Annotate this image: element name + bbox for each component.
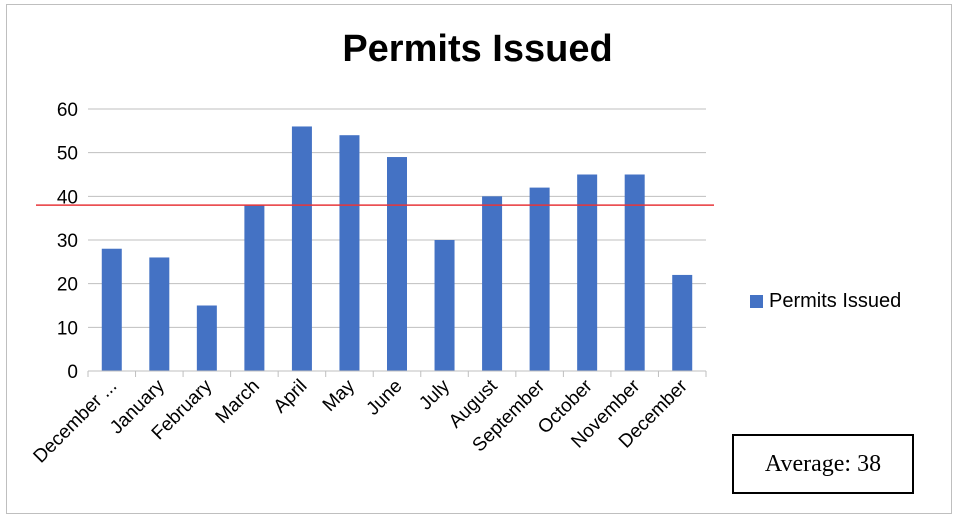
legend-swatch bbox=[750, 295, 763, 308]
x-tick-label: July bbox=[415, 375, 454, 414]
bar bbox=[434, 240, 455, 371]
bar bbox=[291, 126, 312, 371]
y-tick-label: 20 bbox=[57, 275, 78, 296]
bars bbox=[101, 126, 693, 371]
bar bbox=[339, 135, 360, 371]
legend-label: Permits Issued bbox=[769, 290, 902, 312]
x-tick-label: June bbox=[363, 376, 407, 420]
y-tick-label: 60 bbox=[57, 100, 78, 121]
y-tick-label: 40 bbox=[57, 187, 78, 208]
y-tick-label: 10 bbox=[57, 318, 78, 339]
bar bbox=[149, 257, 170, 371]
axes bbox=[36, 204, 714, 377]
bar bbox=[387, 157, 407, 371]
bar bbox=[101, 248, 122, 371]
x-tick-label: April bbox=[270, 376, 312, 418]
bar bbox=[577, 174, 598, 371]
y-tick-label: 50 bbox=[57, 144, 78, 165]
chart-title: Permits Issued bbox=[342, 28, 613, 70]
bar bbox=[244, 205, 265, 371]
y-tick-label: 0 bbox=[67, 362, 78, 383]
bar bbox=[672, 274, 693, 371]
legend: Permits Issued bbox=[750, 290, 901, 313]
bar bbox=[529, 187, 550, 371]
bar bbox=[624, 174, 645, 371]
x-tick-label: May bbox=[319, 375, 360, 416]
average-box: Average: 38 bbox=[732, 434, 914, 494]
x-tick-label: March bbox=[212, 376, 264, 428]
bar bbox=[196, 305, 217, 371]
y-tick-label: 30 bbox=[57, 231, 78, 252]
bar bbox=[482, 196, 503, 371]
